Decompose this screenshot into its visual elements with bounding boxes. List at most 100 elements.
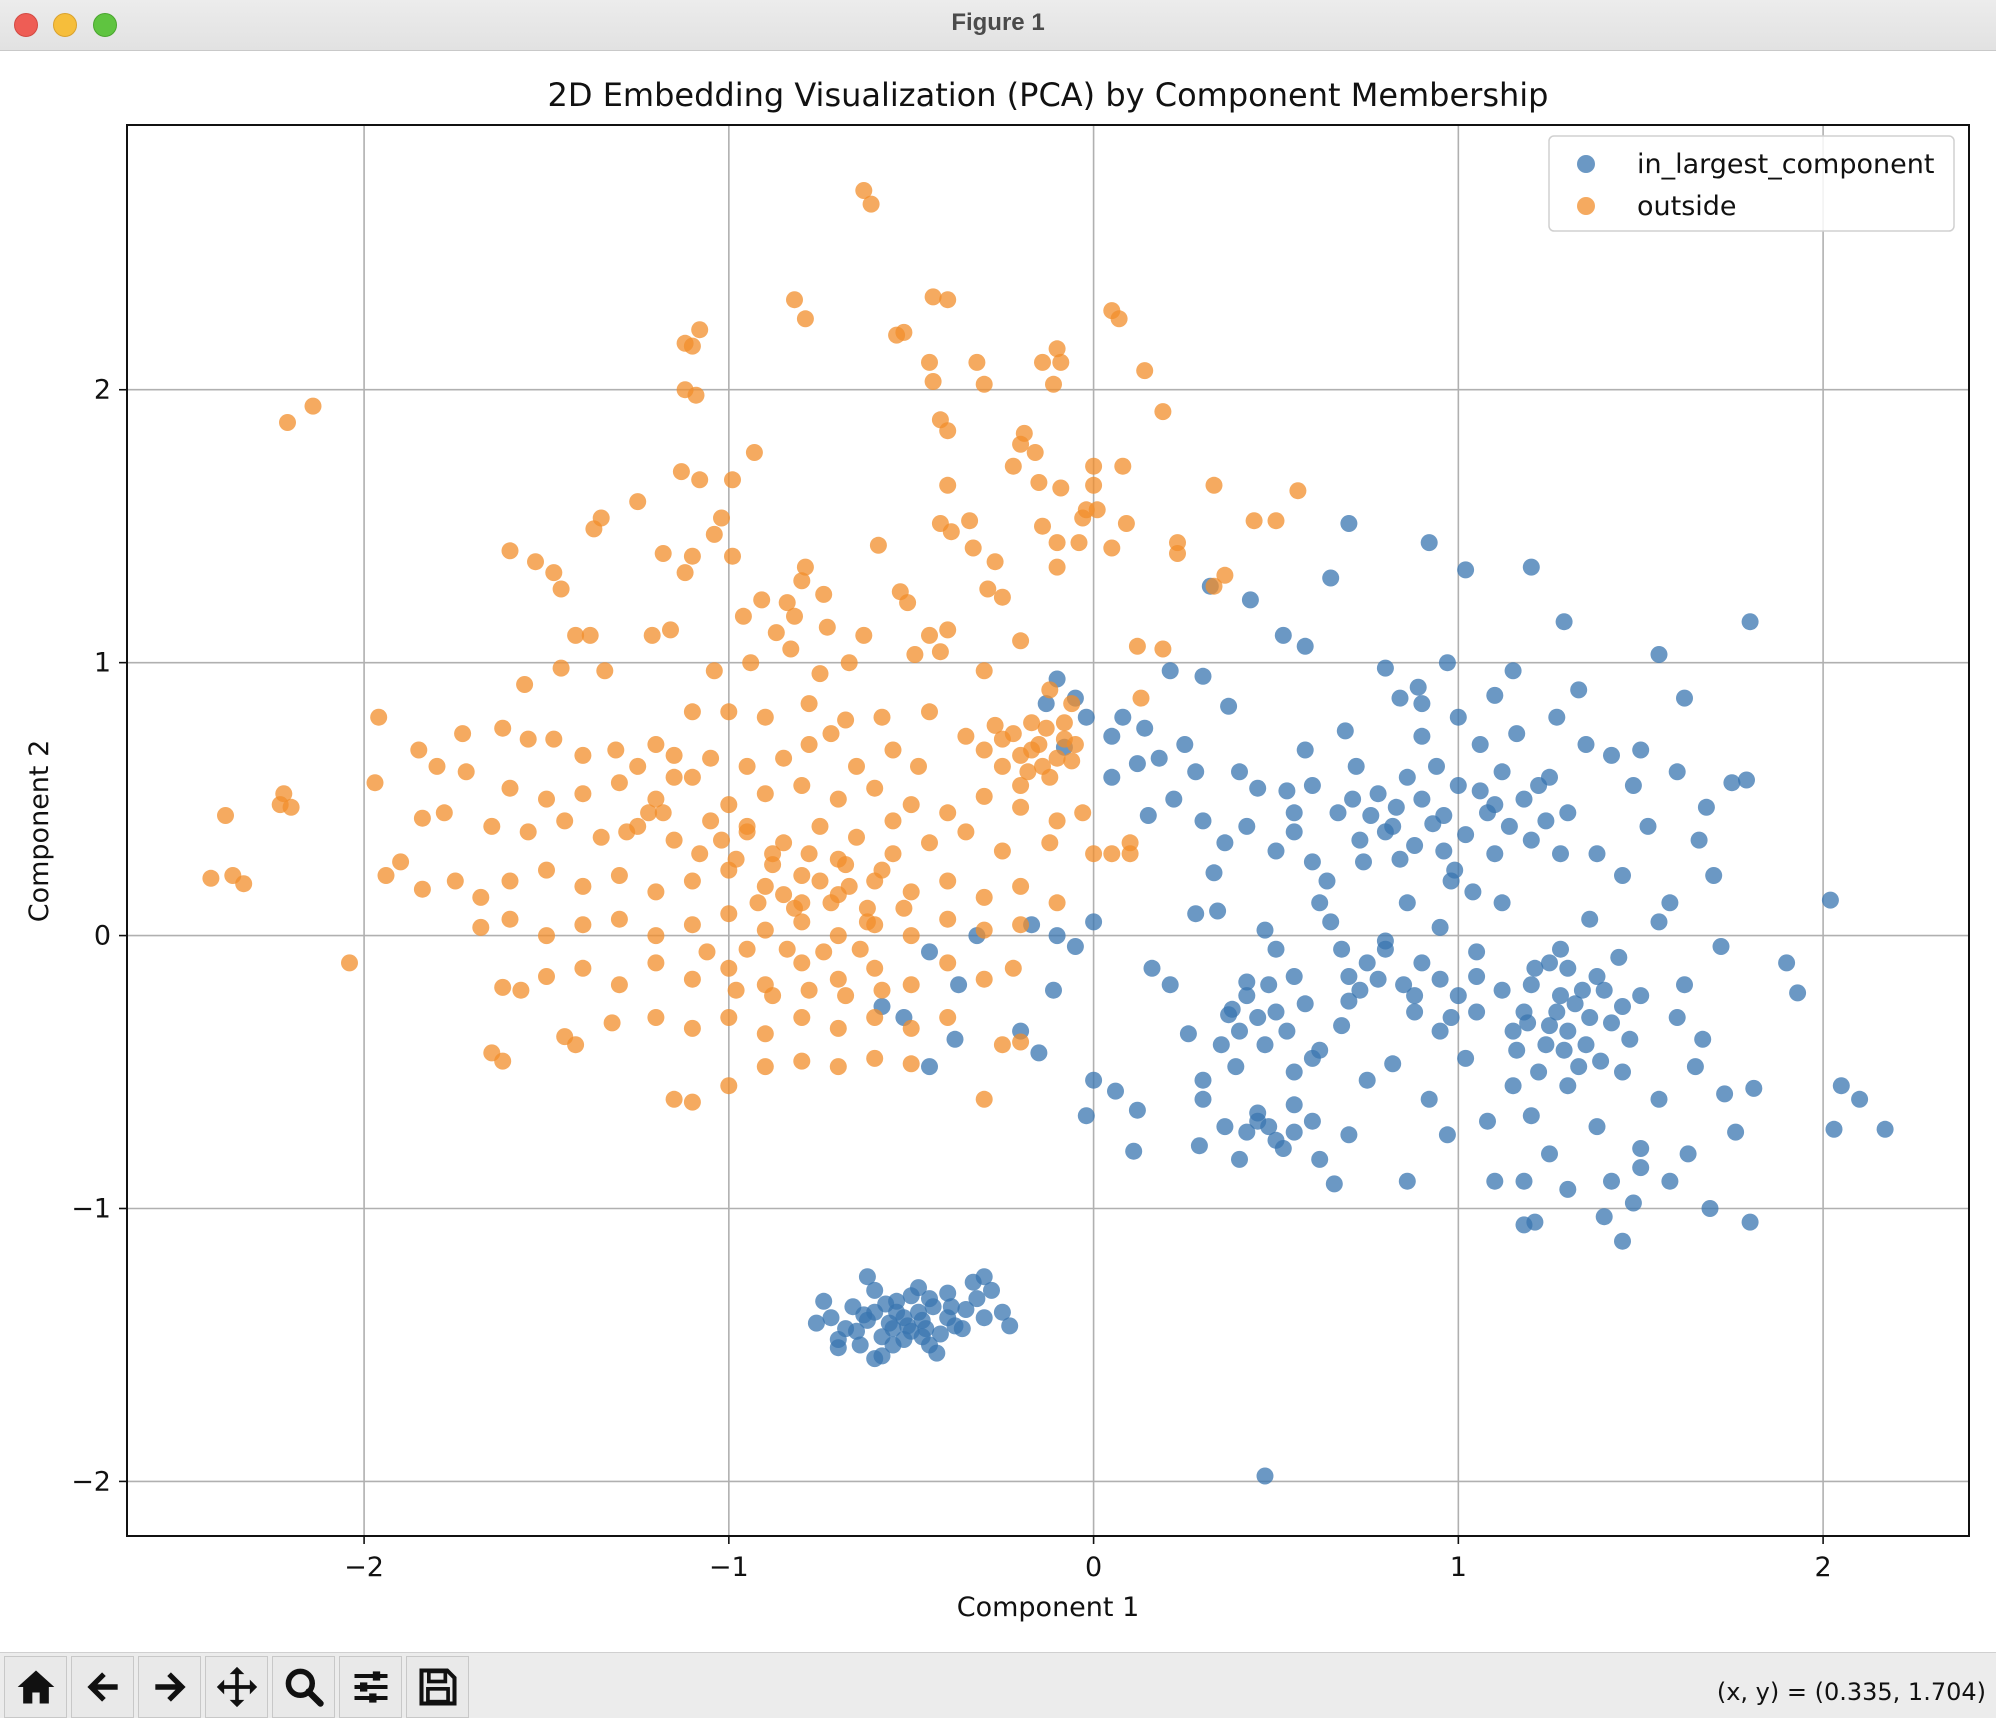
point-outside [975, 662, 993, 680]
point-outside [1085, 845, 1103, 863]
point-outside [800, 845, 818, 863]
point-outside [640, 804, 658, 822]
point-in-largest-component [1500, 817, 1518, 835]
point-in-largest-component [1468, 1003, 1486, 1021]
point-in-largest-component [1723, 774, 1741, 792]
point-outside [724, 547, 741, 565]
point-outside [538, 927, 555, 945]
point-outside [778, 594, 796, 612]
point-in-largest-component [815, 1292, 833, 1310]
point-outside [1048, 894, 1066, 912]
point-in-largest-component [939, 1284, 957, 1302]
point-outside [829, 970, 847, 988]
point-outside [552, 659, 570, 677]
point-outside [793, 867, 811, 884]
point-in-largest-component [1668, 763, 1686, 781]
y-axis-label: Component 2 [24, 740, 55, 923]
point-in-largest-component [1077, 1107, 1095, 1125]
point-outside [975, 741, 993, 759]
point-in-largest-component [1825, 1120, 1843, 1138]
close-window-button[interactable] [14, 13, 38, 37]
point-in-largest-component [1311, 1150, 1329, 1168]
point-outside [672, 463, 690, 481]
point-outside [939, 621, 957, 639]
x-axis-label: Component 1 [957, 1592, 1140, 1623]
point-outside [793, 894, 811, 912]
point-outside [793, 777, 811, 794]
point-in-largest-component [1358, 954, 1376, 972]
point-in-largest-component [1187, 763, 1205, 781]
point-in-largest-component [1530, 1063, 1548, 1081]
point-outside [610, 774, 628, 792]
point-outside [815, 585, 833, 603]
point-in-largest-component [1340, 515, 1358, 532]
point-in-largest-component [1256, 1467, 1274, 1485]
point-in-largest-component [1406, 987, 1424, 1005]
point-in-largest-component [1595, 981, 1613, 999]
point-outside [782, 640, 800, 658]
maximize-window-button[interactable] [93, 13, 117, 37]
point-outside [574, 877, 592, 895]
point-outside [756, 1025, 774, 1043]
floppy-disk-icon [418, 1668, 457, 1706]
point-in-largest-component [1449, 777, 1467, 794]
point-outside [993, 588, 1011, 606]
point-in-largest-component [1333, 1017, 1351, 1035]
minimize-window-button[interactable] [53, 13, 77, 37]
point-in-largest-component [950, 976, 968, 994]
point-in-largest-component [946, 1030, 964, 1048]
point-in-largest-component [1406, 837, 1424, 854]
point-outside [538, 968, 555, 985]
point-in-largest-component [1457, 1049, 1475, 1067]
point-outside [720, 959, 738, 977]
point-outside [866, 1049, 884, 1067]
point-in-largest-component [1231, 1150, 1248, 1168]
save-button[interactable] [406, 1656, 469, 1718]
point-outside [749, 894, 767, 912]
point-outside [756, 877, 774, 895]
point-in-largest-component [993, 1303, 1011, 1321]
point-in-largest-component [858, 1268, 876, 1286]
point-outside [720, 796, 738, 814]
point-in-largest-component [1103, 727, 1121, 745]
point-outside [472, 918, 490, 936]
point-in-largest-component [1216, 834, 1234, 852]
point-outside [527, 553, 544, 571]
point-outside [1041, 681, 1059, 699]
point-in-largest-component [1701, 1200, 1719, 1217]
point-outside [501, 872, 519, 890]
point-in-largest-component [851, 1336, 869, 1354]
zoom-button[interactable] [272, 1656, 335, 1718]
configure-subplots-button[interactable] [339, 1656, 402, 1718]
point-in-largest-component [1552, 987, 1569, 1005]
point-in-largest-component [1179, 1025, 1197, 1043]
point-in-largest-component [1227, 1058, 1245, 1076]
point-in-largest-component [1369, 970, 1387, 988]
point-outside [1169, 545, 1186, 562]
figure-canvas[interactable]: −2 −1 0 1 2 −2 −1 0 1 2 2D Embedding Visualizatio… [0, 51, 1996, 1651]
point-in-largest-component [1376, 823, 1394, 841]
point-outside [1012, 435, 1030, 453]
point-in-largest-component [1085, 913, 1103, 931]
point-in-largest-component [1552, 940, 1569, 958]
point-outside [538, 861, 555, 879]
point-in-largest-component [1526, 1213, 1544, 1231]
point-in-largest-component [1161, 662, 1179, 680]
point-outside [742, 654, 760, 672]
point-in-largest-component [1603, 746, 1620, 764]
home-button[interactable] [4, 1656, 67, 1718]
point-in-largest-component [1522, 558, 1540, 576]
point-in-largest-component [1128, 1101, 1146, 1119]
pan-button[interactable] [205, 1656, 268, 1718]
point-outside [618, 823, 636, 841]
point-in-largest-component [1296, 995, 1314, 1013]
back-button[interactable] [71, 1656, 134, 1718]
point-in-largest-component [1296, 741, 1314, 759]
point-in-largest-component [1438, 654, 1456, 672]
point-outside [855, 182, 873, 199]
forward-button[interactable] [138, 1656, 201, 1718]
point-outside [1004, 457, 1022, 475]
point-in-largest-component [1194, 812, 1212, 830]
point-outside [556, 812, 574, 830]
point-outside [939, 954, 957, 972]
